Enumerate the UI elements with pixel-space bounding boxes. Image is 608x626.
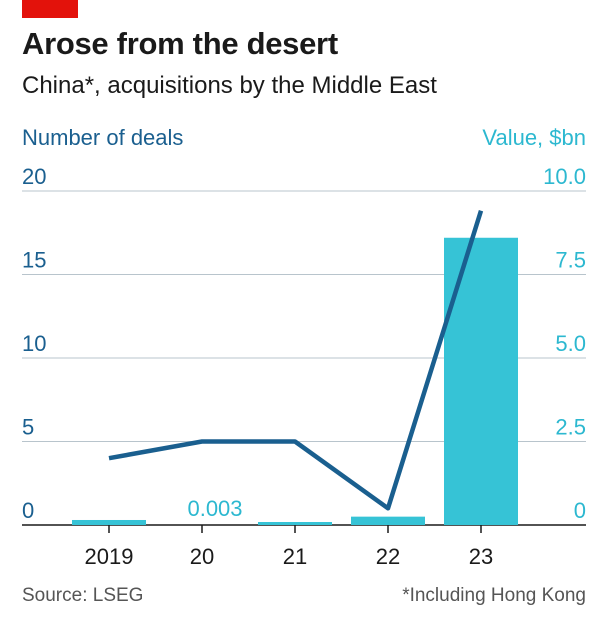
x-tick-label: 22: [376, 544, 400, 569]
line-layer: [108, 210, 484, 511]
chart-title: Arose from the desert: [22, 26, 338, 61]
bar: [444, 237, 518, 525]
bar: [72, 519, 146, 525]
chart-subtitle: China*, acquisitions by the Middle East: [22, 72, 437, 99]
deals-line: [108, 210, 484, 511]
left-axis-title: Number of deals: [22, 125, 184, 150]
left-tick-label: 15: [22, 248, 46, 273]
bar: [351, 516, 425, 525]
right-tick-label: 0: [574, 498, 586, 523]
left-tick-label: 20: [22, 164, 46, 189]
right-tick-label: 10.0: [543, 164, 586, 189]
right-axis-title: Value, $bn: [482, 125, 586, 150]
bar-layer: [72, 237, 518, 525]
x-tick-label: 21: [283, 544, 307, 569]
left-tick-label: 5: [22, 415, 34, 440]
value-annotation: 0.003: [187, 496, 242, 521]
right-tick-label: 7.5: [555, 248, 586, 273]
x-tick-label: 23: [469, 544, 493, 569]
right-tick-label: 5.0: [555, 331, 586, 356]
footnote: *Including Hong Kong: [402, 585, 586, 606]
x-tick-label: 20: [190, 544, 214, 569]
label-layer: 0 0 5 2.5 10 5.0 15 7.5 20 10.0 2019 20 21 22 23 0.003: [22, 164, 586, 569]
left-tick-label: 0: [22, 498, 34, 523]
source-note: Source: LSEG: [22, 585, 144, 606]
right-tick-label: 2.5: [555, 415, 586, 440]
left-tick-label: 10: [22, 331, 46, 356]
x-tick-label: 2019: [85, 544, 134, 569]
brand-red-tag: [22, 0, 78, 18]
bar: [258, 522, 332, 525]
